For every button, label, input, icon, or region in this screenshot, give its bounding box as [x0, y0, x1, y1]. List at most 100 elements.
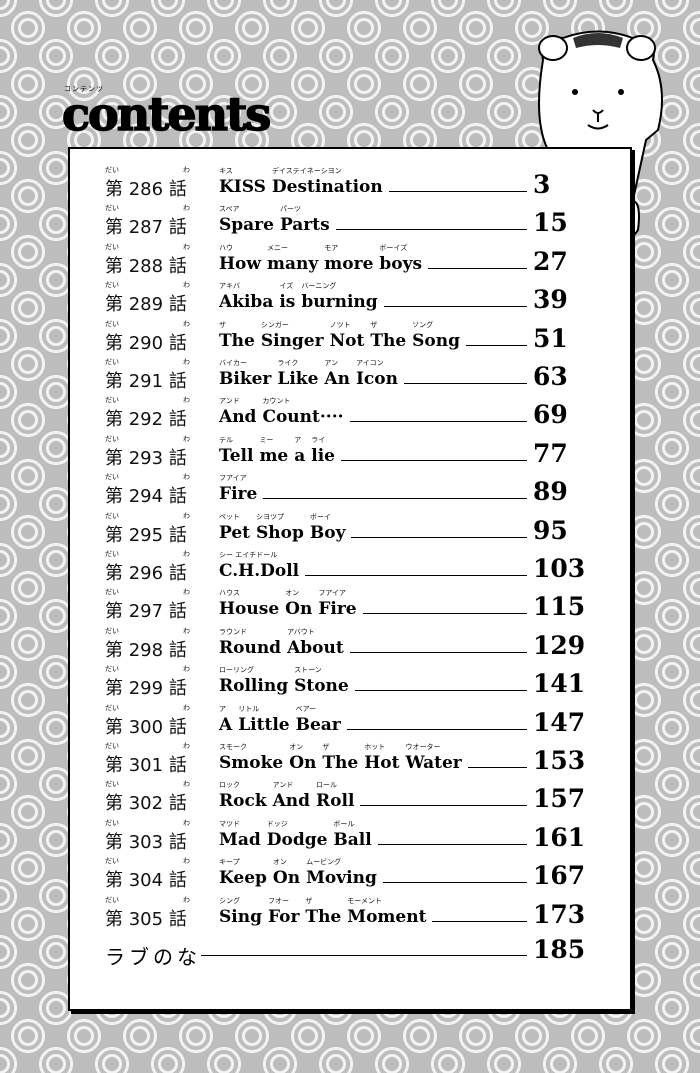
- episode-number: だい わ第 296 話: [105, 550, 190, 585]
- toc-entry[interactable]: だいわ第 304 話キープ Keep オン On ムービング Moving 167: [105, 857, 605, 896]
- episode-suffix: 話: [168, 831, 187, 853]
- toc-entry[interactable]: だい わ第 286 話 キス KISS デイステイネーシヨン Destination 3: [105, 166, 605, 205]
- furigana: ア: [294, 435, 302, 444]
- toc-entry-extra[interactable]: ラブのな 185: [105, 935, 605, 973]
- ruby-wa: わ: [183, 204, 190, 213]
- leader-line: [347, 728, 527, 730]
- title-text: About: [287, 637, 344, 658]
- episode-number: だい わ第 289 話: [105, 281, 190, 316]
- page-number: 173: [533, 899, 586, 929]
- furigana: ドッジ: [266, 819, 288, 828]
- toc-entry[interactable]: だいわ第 305 話シング Sing フオー For ザ The モーメント Moment 17…: [105, 896, 605, 935]
- ruby-dai: だい: [105, 742, 119, 750]
- page-number: 3: [533, 170, 551, 199]
- toc-entry[interactable]: だいわ第 288 話ハウ How メニー many モア more ボーイズ boys 27: [105, 243, 605, 282]
- title-word: ラウンド Round: [219, 628, 281, 659]
- toc-entry[interactable]: だいわ第 289 話アキバ Akiba イズ is バーニング burning 39: [105, 281, 605, 320]
- episode-number: だい わ第 302 話: [105, 780, 190, 815]
- episode-num: 290: [123, 332, 169, 354]
- page-number: 15: [533, 208, 568, 238]
- ruby-dai: だい: [105, 396, 119, 405]
- episode-prefix: 第: [105, 793, 123, 815]
- ruby-wa: わ: [183, 780, 190, 789]
- furigana: ザ: [219, 320, 226, 329]
- toc-entry[interactable]: だいわ第 295 話ペット Pet シヨツプ Shop ボーイ Boy 95: [105, 512, 605, 551]
- episode-number: だい わ第 304 話: [105, 857, 190, 892]
- episode-prefix: 第: [105, 332, 123, 354]
- title-text: Icon: [355, 369, 398, 389]
- title-word: スモーク Smoke: [219, 743, 283, 774]
- toc-entry[interactable]: だいわ第 298 話ラウンド Round アバウト About 129: [105, 627, 605, 666]
- leader-line: [355, 690, 527, 692]
- toc-entry[interactable]: だいわ第 297 話ハウス House オン On フアイア Fire 115: [105, 588, 605, 627]
- furigana: ベアー: [295, 704, 317, 713]
- leader-line: [389, 191, 527, 192]
- title-text: Song: [412, 330, 461, 351]
- title-text: Keep: [219, 868, 267, 889]
- toc-entry[interactable]: だい わ第 296 話 シー エイチドール C.H.Doll 103: [105, 550, 605, 589]
- title-word: ボーイズ boys: [379, 244, 422, 275]
- toc-entry[interactable]: だい わ第 301 話 スモーク Smoke オン On ザ The ホット Hot ウオーター Wa…: [105, 742, 605, 781]
- title-text: For: [267, 906, 300, 927]
- page-number: 129: [533, 630, 586, 660]
- title-word: シー エイチドール C.H.Doll: [219, 551, 299, 582]
- episode-prefix: 第: [105, 409, 123, 431]
- chapter-title: キープ Keep オン On ムービング Moving: [219, 858, 383, 889]
- toc-entry[interactable]: だいわ第 300 話ア A リトル Little ベアー Bear 147: [105, 703, 605, 743]
- furigana: ハウス: [219, 589, 240, 598]
- furigana: マツド: [219, 819, 240, 828]
- episode-num: 293: [123, 447, 169, 469]
- title-text: On: [285, 599, 313, 620]
- episode-suffix: 話: [168, 563, 187, 584]
- page-number: 167: [533, 861, 586, 891]
- title-text: The: [305, 906, 342, 927]
- furigana: バーニング: [301, 282, 337, 291]
- episode-suffix: 話: [168, 639, 187, 661]
- furigana: ボーイ: [309, 512, 331, 521]
- title-text: Akiba: [219, 292, 274, 313]
- title-text: Smoke: [219, 753, 284, 773]
- toc-entry[interactable]: だいわ第 299 話ローリング Rolling ストーン Stone 141: [105, 665, 605, 704]
- episode-suffix: 話: [168, 678, 187, 700]
- title-text: House: [219, 599, 280, 620]
- ruby-dai: だい: [105, 473, 119, 482]
- episode-suffix: 話: [168, 793, 187, 815]
- toc-entry[interactable]: だいわ第 293 話テル Tell ミー me ア a ライ lie 77: [105, 435, 605, 474]
- furigana: バイカー: [219, 359, 247, 367]
- leader-line: [263, 498, 527, 500]
- episode-prefix: 第: [105, 908, 123, 930]
- toc-entry[interactable]: だい わ第 291 話 バイカー Biker ライク Like アン An アイコン Icon 63: [105, 358, 605, 397]
- toc-entry[interactable]: だい わ第 294 話 フアイア Fire 89: [105, 473, 605, 512]
- title-word: ハウ How: [219, 244, 261, 275]
- episode-num: 287: [123, 217, 169, 239]
- chapter-title: アンド And カウント Count····: [219, 397, 350, 428]
- episode-number: だい わ第 291 話: [105, 358, 190, 393]
- toc-entry[interactable]: だいわ第 290 話ザ The シンガー Singer ノツト Not ザ The ソング Son…: [105, 319, 605, 359]
- title-word: ザ The: [322, 743, 358, 774]
- title-word: ライク Like: [277, 359, 318, 390]
- ruby-dai: だい: [105, 319, 119, 328]
- toc-entry[interactable]: だいわ第 287 話スペア Spare パーツ Parts 15: [105, 204, 605, 243]
- toc-entry[interactable]: だいわ第 303 話マツド Mad ドッジ Dodge ボール Ball 161: [105, 818, 605, 858]
- furigana: アキバ: [219, 282, 240, 291]
- episode-num: 294: [123, 486, 169, 508]
- toc-entry[interactable]: だいわ第 302 話ロック Rock アンド And ロール Roll 157: [105, 780, 605, 819]
- ruby-dai: だい: [105, 818, 119, 827]
- title-text: Bear: [295, 714, 341, 735]
- leader-line: [360, 805, 527, 807]
- episode-num: 286: [123, 179, 169, 200]
- title-text: A: [219, 714, 233, 735]
- title-word: ボーイ Boy: [310, 513, 346, 544]
- chapter-title: バイカー Biker ライク Like アン An アイコン Icon: [219, 359, 404, 390]
- ruby-dai: だい: [105, 703, 119, 712]
- toc-entry[interactable]: だいわ第 292 話アンド And カウント Count···· 69: [105, 396, 605, 435]
- furigana: ア: [219, 704, 226, 713]
- page-number: 27: [533, 246, 568, 276]
- episode-suffix: 話: [168, 294, 187, 316]
- title-word: オン On: [289, 743, 316, 774]
- episode-num: 288: [123, 255, 169, 277]
- title-text: The: [322, 753, 359, 773]
- furigana: ボーイズ: [379, 243, 408, 252]
- page-number: 63: [533, 362, 568, 391]
